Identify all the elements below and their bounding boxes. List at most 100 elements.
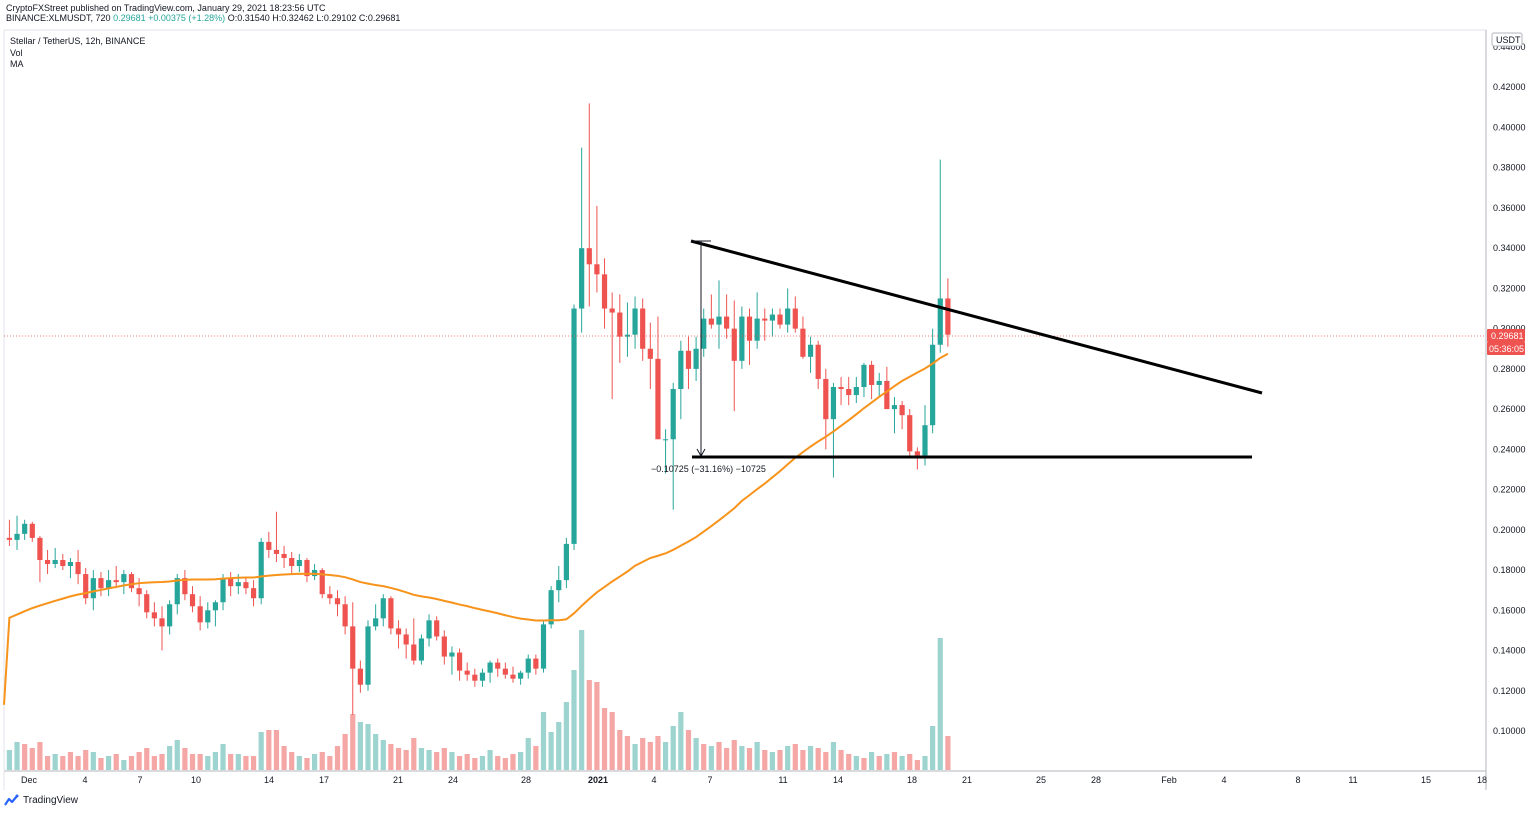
candle-body	[556, 580, 562, 591]
volume-bar	[365, 724, 371, 770]
candle-body	[830, 386, 837, 420]
candle-body	[647, 348, 653, 359]
volume-bar	[357, 722, 363, 770]
candle-body	[708, 318, 714, 325]
volume-bar	[838, 750, 844, 770]
candle-body	[289, 557, 295, 567]
volume-bar	[90, 752, 96, 770]
volume-bar	[22, 744, 28, 770]
volume-bar	[548, 732, 554, 770]
candle-body	[510, 674, 516, 679]
price-tick-label: 0.14000	[1493, 646, 1526, 656]
volume-bar	[861, 758, 867, 770]
price-tick-label: 0.18000	[1493, 565, 1526, 575]
candle-body	[334, 598, 341, 605]
volume-bar	[823, 752, 829, 770]
candle-body	[624, 334, 631, 337]
volume-bar	[525, 738, 531, 770]
volume-bar	[594, 682, 600, 770]
candle-body	[128, 574, 135, 589]
candle-body	[159, 618, 165, 627]
volume-bar	[266, 730, 272, 770]
measure-label: −0.10725 (−31.16%) −10725	[651, 464, 766, 474]
volume-bar	[403, 750, 409, 770]
volume-bar	[510, 754, 516, 770]
volume-bar	[807, 746, 814, 770]
candle-body	[533, 658, 539, 669]
candle-body	[403, 634, 409, 645]
legend-title[interactable]: Stellar / TetherUS, 12h, BINANCE	[10, 36, 146, 46]
candle-body	[502, 668, 508, 675]
candle-body	[144, 594, 150, 613]
volume-bar	[746, 748, 753, 770]
volume-bar	[83, 750, 89, 770]
price-tick-label: 0.26000	[1493, 404, 1526, 414]
volume-bar	[159, 754, 165, 770]
price-tick-label: 0.34000	[1493, 243, 1526, 253]
volume-bar	[296, 756, 302, 770]
high-value: H:0.32462	[272, 13, 314, 23]
time-tick-label: 18	[1477, 775, 1487, 785]
price-tick-label: 0.38000	[1493, 163, 1526, 173]
candle-body	[937, 298, 943, 345]
tradingview-logo-icon	[4, 794, 19, 806]
candle-body	[685, 350, 692, 369]
candle-body	[762, 318, 768, 321]
volume-bar	[289, 752, 295, 770]
volume-bars	[6, 630, 951, 770]
volume-bar	[197, 754, 203, 770]
candle-body	[350, 626, 356, 669]
volume-bar	[518, 752, 524, 770]
volume-bar	[212, 752, 219, 770]
candle-body	[571, 308, 577, 544]
volume-bar	[136, 752, 142, 770]
volume-bar	[762, 750, 768, 770]
price-badge-text: 0.29681	[1491, 331, 1524, 341]
legend-vol[interactable]: Vol	[10, 47, 23, 58]
candle-body	[182, 578, 188, 595]
candle-body	[746, 316, 753, 341]
price-tick-label: 0.22000	[1493, 485, 1526, 495]
legend-ma[interactable]: MA	[10, 59, 24, 69]
candle-body	[418, 638, 425, 661]
volume-bar	[144, 748, 150, 770]
candle-body	[792, 308, 798, 329]
volume-bar	[937, 638, 943, 770]
candle-body	[495, 662, 501, 669]
candle-body	[273, 549, 280, 554]
candle-body	[655, 358, 661, 440]
volume-bar	[449, 752, 455, 770]
volume-bar	[830, 742, 837, 770]
candle-body	[22, 523, 28, 534]
volume-bar	[609, 712, 615, 770]
time-tick-label: 7	[707, 775, 712, 785]
time-tick-label: 14	[833, 775, 843, 785]
volume-bar	[785, 746, 791, 770]
volume-bar	[342, 734, 348, 770]
candle-body	[891, 405, 898, 410]
descending-trendline[interactable]	[690, 239, 1263, 395]
candle-body	[60, 560, 66, 567]
open-value: O:0.31540	[227, 13, 270, 23]
volume-bar	[601, 708, 608, 770]
candle-body	[754, 318, 760, 341]
price-tick-label: 0.36000	[1493, 203, 1526, 213]
volume-bar	[884, 754, 890, 770]
volume-bar	[868, 752, 875, 770]
volume-bar	[647, 742, 653, 770]
volume-bar	[37, 742, 43, 770]
volume-bar	[922, 756, 928, 770]
candle-body	[212, 602, 219, 611]
volume-bar	[624, 736, 631, 770]
volume-bar	[319, 752, 325, 770]
volume-bar	[281, 746, 287, 770]
tradingview-footer[interactable]: TradingView	[4, 794, 78, 806]
price-tick-label: 0.10000	[1493, 726, 1526, 736]
volume-bar	[29, 748, 35, 770]
volume-bar	[479, 756, 486, 770]
volume-bar	[792, 744, 798, 770]
candle-body	[640, 308, 646, 349]
volume-bar	[815, 748, 821, 770]
candle-body	[83, 574, 89, 599]
